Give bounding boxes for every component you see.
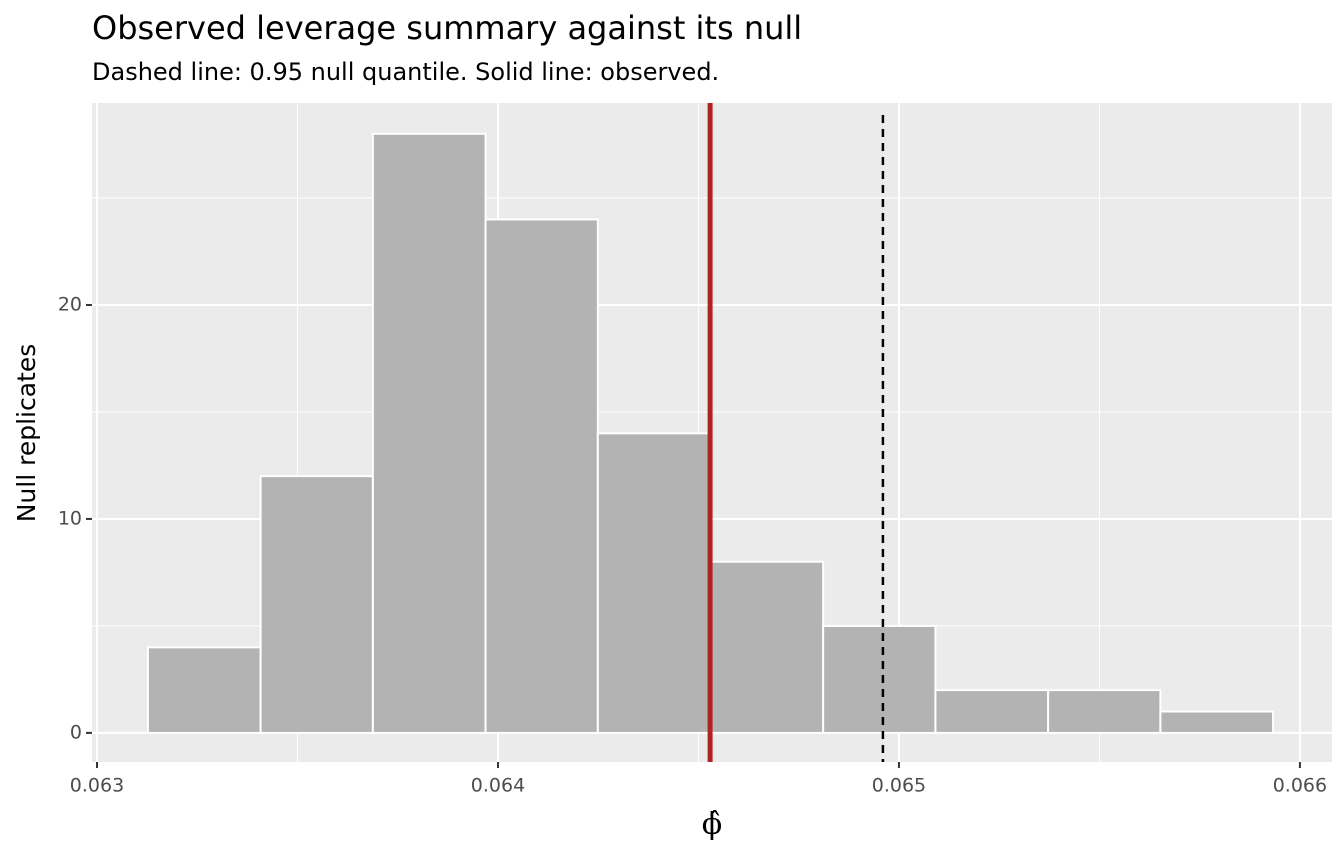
bar [1159,710,1275,734]
bar [709,560,825,734]
x-tick-label: 0.065 [872,775,926,797]
x-tick-label: 0.063 [70,775,124,797]
bar [822,624,937,734]
y-tick-label: 10 [58,507,82,529]
bar [1047,689,1162,734]
y-axis-label: Null replicates [12,344,41,523]
x-axis-label: ϕ̂ [702,807,722,842]
x-tick-label: 0.064 [471,775,525,797]
y-tick-label: 0 [70,721,82,743]
bar [371,132,487,734]
bar [484,218,599,734]
bar [596,432,712,734]
bar [259,475,374,734]
chart-title: Observed leverage summary against its nu… [92,9,802,47]
chart-subtitle: Dashed line: 0.95 null quantile. Solid l… [92,58,719,86]
bar [146,646,262,734]
y-tick-label: 20 [58,293,82,315]
x-tick-label: 0.066 [1273,775,1327,797]
bar [934,689,1050,734]
